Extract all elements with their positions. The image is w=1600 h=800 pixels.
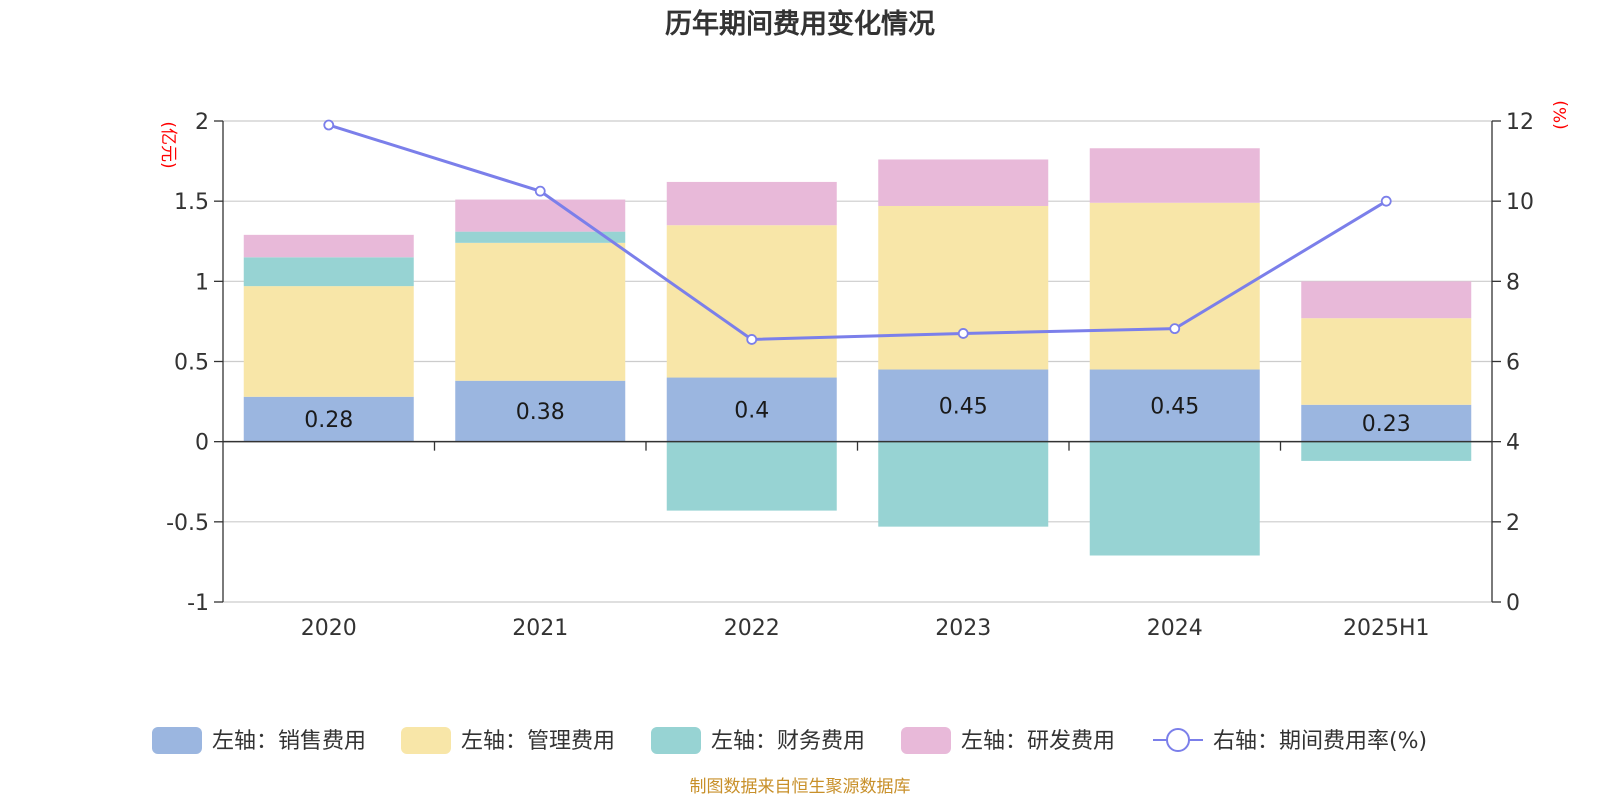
legend: 左轴：销售费用 左轴：管理费用 左轴：财务费用 左轴：研发费用 右轴：期间费用率(%) [152, 727, 1427, 754]
legend-item[interactable]: 左轴：财务费用 [651, 727, 865, 754]
left-axis-tick-label: -0.5 [166, 511, 209, 536]
rate-point [534, 185, 546, 197]
bar-data-label: 0.38 [516, 400, 565, 425]
bar-data-label: 0.23 [1362, 412, 1411, 437]
legend-label: 右轴：期间费用率(%) [1213, 729, 1427, 754]
legend-label: 左轴：财务费用 [711, 729, 865, 754]
right-axis-tick-label: 10 [1506, 190, 1534, 215]
data-labels: 0.28 0.38 0.4 0.45 0.45 0.23 [304, 395, 1410, 438]
bar-data-label: 0.4 [734, 399, 769, 424]
bar-segment [666, 377, 837, 442]
right-axis-tick-label: 8 [1506, 270, 1520, 295]
legend-item[interactable]: 左轴：研发费用 [901, 727, 1115, 754]
bar-segment [455, 199, 626, 232]
bar-segment [1301, 318, 1472, 405]
legend-label: 左轴：研发费用 [961, 729, 1115, 754]
bar-segment [878, 369, 1049, 442]
x-axis-tick-label: 2021 [512, 616, 568, 641]
legend-label: 左轴：管理费用 [461, 729, 615, 754]
left-axis-unit: (亿元) [158, 121, 178, 168]
x-axis-tick-label: 2020 [301, 616, 357, 641]
bar-segment [243, 286, 414, 397]
x-axis-tick-label: 2022 [724, 616, 780, 641]
legend-item[interactable]: 右轴：期间费用率(%) [1153, 728, 1427, 754]
legend-label: 左轴：销售费用 [212, 729, 366, 754]
left-axis-tick-label: 2 [195, 110, 209, 135]
bar-data-label: 0.45 [939, 395, 988, 420]
x-axis-tick-label: 2023 [935, 616, 991, 641]
right-axis-tick-label: 2 [1506, 511, 1520, 536]
bar-segment [455, 231, 626, 243]
bar-segment [455, 380, 626, 442]
rate-point [1380, 195, 1392, 207]
bar-segment [1089, 202, 1260, 370]
rate-point [323, 119, 335, 131]
bar-segment [243, 396, 414, 442]
bar-segment [666, 181, 837, 226]
source-note: 制图数据来自恒生聚源数据库 [690, 777, 911, 797]
legend-swatch [651, 727, 701, 754]
legend-swatch [152, 727, 202, 754]
bar-segment [243, 257, 414, 287]
right-axis-unit: (%) [1551, 100, 1571, 129]
rate-point [746, 334, 758, 345]
x-axis-tick-label: 2025H1 [1343, 616, 1430, 641]
left-axis-tick-label: 0 [195, 431, 209, 456]
rate-line-series [323, 119, 1392, 345]
rate-point [1169, 323, 1181, 335]
bar-segment [666, 225, 837, 378]
bar-segment [1301, 441, 1472, 461]
bar-segment [1089, 148, 1260, 203]
bar-segment [1301, 404, 1472, 442]
bar-segment [1089, 441, 1260, 556]
right-axis-tick-label: 12 [1506, 110, 1534, 135]
left-axis-tick-label: -1 [187, 591, 209, 616]
bar-data-label: 0.28 [304, 408, 353, 433]
x-axis-tick-label: 2024 [1147, 616, 1203, 641]
legend-item[interactable]: 左轴：管理费用 [401, 727, 615, 754]
left-axis-tick-label: 1 [195, 270, 209, 295]
left-axis-tick-label: 1.5 [174, 190, 209, 215]
right-axis-tick-label: 4 [1506, 431, 1520, 456]
bar-segment [878, 159, 1049, 206]
legend-marker [1166, 728, 1190, 752]
bar-segment [878, 205, 1049, 370]
bar-segment [878, 441, 1049, 527]
legend-item[interactable]: 左轴：销售费用 [152, 727, 366, 754]
rate-point [957, 328, 969, 339]
bar-series [243, 148, 1472, 556]
bar-segment [243, 234, 414, 258]
bar-segment [1089, 369, 1260, 442]
bar-segment [666, 441, 837, 511]
bar-segment [1301, 281, 1472, 319]
legend-swatch [901, 727, 951, 754]
chart-title: 历年期间费用变化情况 [665, 8, 935, 40]
left-axis-tick-label: 0.5 [174, 351, 209, 376]
rate-line [328, 123, 1388, 341]
legend-swatch [401, 727, 451, 754]
bar-data-label: 0.45 [1150, 395, 1199, 420]
right-axis-tick-label: 6 [1506, 351, 1520, 376]
right-axis-tick-label: 0 [1506, 591, 1520, 616]
bar-segment [455, 242, 626, 381]
